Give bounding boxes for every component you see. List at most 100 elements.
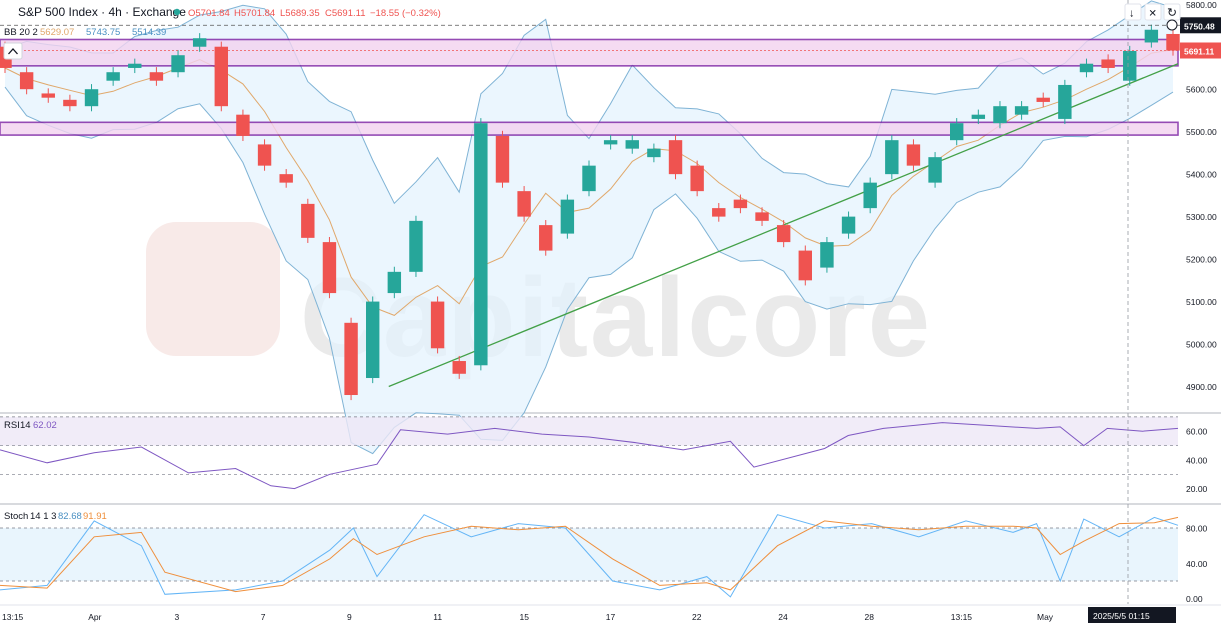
legend-collapse-button[interactable]	[3, 42, 23, 60]
ohlc-high: H5701.84	[234, 8, 275, 19]
candle-body	[668, 140, 683, 175]
price-tick-label: 5600.00	[1186, 85, 1217, 95]
toolbar-down-button[interactable]	[1124, 3, 1142, 21]
candle-body	[1014, 106, 1029, 115]
time-tick-label: 17	[606, 612, 616, 622]
candle-body	[171, 55, 185, 73]
rsi-tick-label: 60.00	[1186, 427, 1208, 437]
candle-body	[582, 165, 596, 192]
toolbar-collapse-button[interactable]	[1144, 3, 1162, 21]
high-marker-label: 5750.48	[1184, 21, 1215, 31]
stoch-pane[interactable]	[0, 514, 1179, 598]
stoch-tick-label: 0.00	[1186, 594, 1203, 604]
time-cursor-label: 2025/5/5 01:15	[1093, 611, 1150, 621]
rsi-pane[interactable]	[0, 416, 1179, 490]
candle-body	[993, 106, 1007, 124]
support-zone	[0, 121, 1179, 136]
candle-body	[430, 301, 445, 349]
time-tick-label: 9	[347, 612, 352, 622]
rsi-tick-label: 40.00	[1186, 455, 1208, 465]
stoch-legend-k-value: 82.68	[58, 511, 82, 522]
candle-body	[949, 123, 964, 141]
time-tick-label: 15	[520, 612, 530, 622]
candle-body	[1079, 63, 1094, 73]
candle-body	[863, 182, 877, 209]
stoch-tick-label: 40.00	[1186, 559, 1208, 569]
candle-body	[192, 38, 207, 47]
price-tick-label: 4900.00	[1186, 382, 1217, 392]
legend-collapse-box	[3, 42, 23, 60]
price-tick-label: 5400.00	[1186, 170, 1217, 180]
candle-body	[603, 140, 618, 145]
price-axis-column	[1180, 0, 1221, 625]
candle-body	[19, 72, 34, 90]
candle-body	[733, 199, 748, 209]
ohlc-open: O5701.84	[188, 8, 230, 19]
time-tick-label: 11	[433, 612, 442, 622]
stoch-tick-label: 80.00	[1186, 523, 1208, 533]
candle-body	[63, 99, 77, 107]
price-pane[interactable]	[0, 0, 1180, 455]
candle-body	[1101, 59, 1115, 68]
price-tick-label: 5800.00	[1186, 0, 1217, 10]
candle-body	[560, 199, 575, 234]
candle-body	[128, 63, 142, 68]
stoch-legend-param: 14 1 3	[30, 511, 56, 522]
time-tick-label: Apr	[88, 612, 101, 622]
candle-body	[301, 203, 315, 238]
candle-body	[841, 216, 856, 234]
ohlc-low: L5689.35	[280, 8, 320, 19]
bb-basis-value: 5629.07	[40, 27, 74, 38]
candle-body	[928, 157, 942, 183]
bollinger-fill	[5, 0, 1173, 454]
price-tick-label: 5500.00	[1186, 127, 1217, 137]
bb-lower-value: 5514.39	[132, 27, 166, 38]
candle-body	[344, 322, 358, 396]
arrow-down-icon: ↓	[1129, 8, 1135, 20]
candle-body	[1058, 84, 1072, 119]
candle-body	[1036, 97, 1050, 102]
collapse-icon: ✕	[1149, 9, 1157, 20]
bb-upper-value: 5743.75	[86, 27, 120, 38]
rsi-legend-label: RSI	[4, 420, 20, 431]
candle-body	[149, 72, 164, 81]
candle-body	[798, 250, 813, 281]
chevron-up-icon	[8, 48, 18, 55]
time-cursor-badge	[1088, 607, 1176, 623]
rsi-legend-value: 62.02	[33, 420, 57, 431]
candle-body	[106, 72, 120, 81]
candle-body	[625, 140, 639, 149]
time-tick-label: 22	[692, 612, 702, 622]
candle-body	[365, 301, 380, 379]
candle-body	[41, 93, 55, 98]
add-alert-icon[interactable]	[1166, 19, 1178, 31]
price-tick-label: 5100.00	[1186, 297, 1217, 307]
bb-label[interactable]: BB 20 2	[4, 27, 38, 38]
watermark-logo-mark	[146, 222, 280, 356]
bollinger-lower-band	[4, 86, 1174, 455]
ohlc-change: −18.55 (−0.32%)	[370, 8, 441, 19]
candle-body	[517, 191, 531, 217]
candle-body	[495, 135, 510, 183]
candle-body	[690, 165, 704, 192]
candle-body	[409, 220, 423, 272]
stoch-d-line	[0, 516, 1179, 593]
high-marker-badge	[1180, 17, 1221, 34]
time-tick-label: 13:15	[951, 612, 973, 622]
rsi-tick-label: 20.00	[1186, 484, 1208, 494]
refresh-icon: ↻	[1167, 6, 1177, 20]
candle-body	[452, 361, 466, 374]
candle-body	[755, 212, 769, 221]
bollinger-upper-band	[4, 0, 1174, 205]
ohlc-close: C5691.11	[325, 8, 366, 19]
candle-body	[647, 148, 661, 158]
candle-body	[236, 114, 250, 136]
time-tick-label: 3	[175, 612, 180, 622]
symbol-title[interactable]: S&P 500 Index · 4h · Exchange	[18, 5, 186, 19]
rsi-band	[0, 416, 1178, 446]
stoch-legend-label: Stoch	[4, 511, 28, 522]
